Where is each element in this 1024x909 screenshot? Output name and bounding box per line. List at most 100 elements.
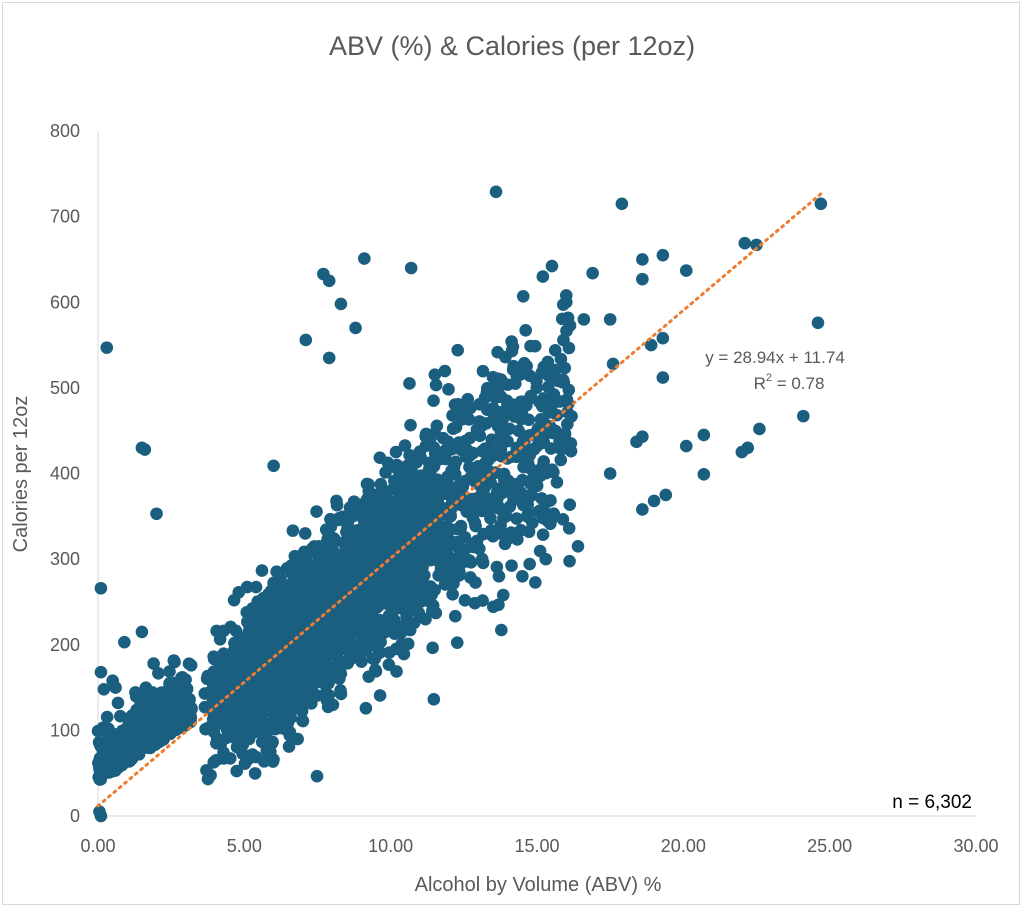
data-point <box>527 443 541 456</box>
data-point <box>545 365 558 379</box>
data-point <box>139 681 153 695</box>
data-point <box>797 409 810 423</box>
data-point <box>615 197 629 211</box>
y-tick-label: 0 <box>70 806 80 826</box>
data-point <box>497 467 511 481</box>
data-point <box>392 473 406 486</box>
data-point <box>603 313 617 326</box>
data-point <box>428 427 442 440</box>
data-point <box>563 498 577 511</box>
data-point <box>679 264 693 277</box>
data-point <box>287 609 301 623</box>
data-point <box>336 633 349 647</box>
data-point <box>461 392 475 406</box>
data-point <box>138 443 152 456</box>
data-point <box>94 581 108 595</box>
data-point <box>350 647 364 660</box>
data-point <box>350 584 363 598</box>
y-tick-labels: 0 100 200 300 400 500 600 700 800 <box>50 121 80 826</box>
data-point <box>516 290 530 303</box>
data-point <box>502 478 515 492</box>
y-tick-label: 600 <box>50 292 80 312</box>
data-point <box>379 466 392 479</box>
data-point <box>322 351 336 365</box>
data-point <box>514 395 527 409</box>
data-point <box>539 552 553 566</box>
data-point <box>332 598 345 612</box>
data-point <box>261 692 274 705</box>
data-point <box>393 557 407 570</box>
data-point <box>135 625 149 639</box>
data-point <box>387 582 401 595</box>
data-point <box>105 751 118 764</box>
data-point <box>277 695 290 709</box>
data-point <box>286 524 300 537</box>
data-point <box>308 546 322 559</box>
data-points <box>91 185 828 823</box>
data-point <box>359 701 373 715</box>
data-point <box>556 512 570 526</box>
data-point <box>522 525 536 539</box>
data-point <box>480 417 493 430</box>
data-point <box>147 657 160 670</box>
trendline-r-squared: R2 = 0.78 <box>754 372 825 393</box>
data-point <box>469 519 482 533</box>
data-point <box>357 522 371 536</box>
data-point <box>495 407 509 421</box>
y-tick-label: 500 <box>50 378 80 398</box>
data-point <box>434 533 447 547</box>
data-point <box>259 721 273 735</box>
data-point <box>387 497 400 510</box>
data-point <box>636 503 649 516</box>
data-point <box>697 468 711 481</box>
data-point <box>179 673 192 686</box>
r-squared-superscript: 2 <box>766 372 772 384</box>
data-point <box>250 627 264 640</box>
data-point <box>361 594 375 607</box>
data-point <box>149 737 163 751</box>
data-point <box>398 439 412 452</box>
data-point <box>512 424 526 438</box>
trendline-equation: y = 28.94x + 11.74 <box>705 348 845 367</box>
data-point <box>415 476 429 490</box>
data-point <box>154 693 167 706</box>
data-point <box>375 581 389 594</box>
data-point <box>167 654 181 667</box>
data-point <box>529 576 542 589</box>
data-point <box>224 700 237 714</box>
data-point <box>296 714 309 727</box>
data-point <box>545 259 559 273</box>
data-point <box>519 323 532 337</box>
data-point <box>214 711 228 725</box>
data-point <box>296 574 310 587</box>
data-point <box>413 445 427 459</box>
data-point <box>442 383 455 396</box>
y-tick-label: 700 <box>50 207 80 227</box>
data-point <box>547 465 560 479</box>
data-point <box>103 763 117 776</box>
y-tick-label: 200 <box>50 635 80 655</box>
data-point <box>386 566 399 579</box>
data-point <box>272 599 285 612</box>
data-point <box>541 380 555 394</box>
data-point <box>467 506 481 520</box>
data-point <box>475 552 489 566</box>
data-point <box>395 637 409 651</box>
data-point <box>166 681 180 695</box>
data-point <box>451 343 465 357</box>
data-point <box>298 527 312 540</box>
data-point <box>303 630 317 643</box>
data-point <box>256 651 269 664</box>
data-point <box>404 261 418 275</box>
data-point <box>465 446 479 460</box>
data-point <box>397 647 411 661</box>
data-point <box>233 722 247 735</box>
data-point <box>200 764 213 777</box>
data-point <box>476 364 490 378</box>
data-point <box>116 724 130 738</box>
data-point <box>336 510 350 524</box>
data-point <box>322 274 336 288</box>
data-point <box>248 767 262 780</box>
data-point <box>427 693 441 706</box>
